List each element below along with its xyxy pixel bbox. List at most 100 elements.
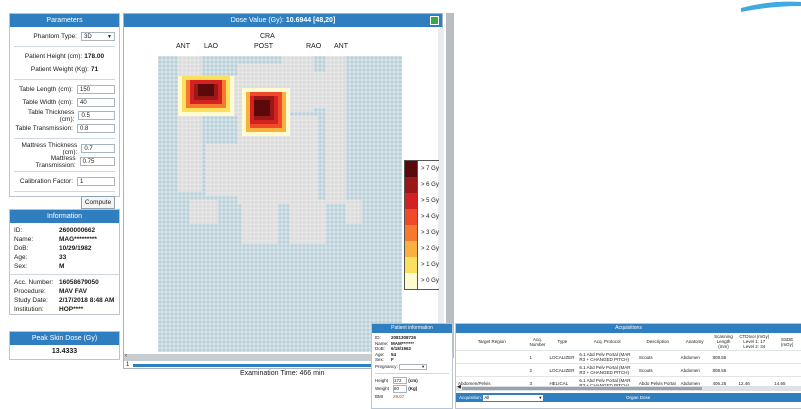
table-cell-protocol: 6.1 Abd Pelv Portal (MAR R3 + CHANGED PI… (577, 363, 637, 377)
pi-dob-value: 6/18/1962 (391, 346, 412, 351)
pi-height-label: Height (375, 377, 389, 383)
patient-info-title: Patient information (372, 324, 452, 333)
info-sex-label: Sex: (14, 263, 28, 270)
table-thickness-input[interactable]: 0.5 (78, 111, 115, 120)
col-acq-number[interactable]: Acq. Number (527, 333, 548, 351)
pregnancy-select[interactable]: ▼ (399, 363, 428, 370)
table-length-row: Table Length (cm): 150 (14, 84, 115, 95)
legend-swatch (404, 273, 418, 289)
col-description[interactable]: Description (636, 333, 679, 351)
col-type[interactable]: Type (547, 333, 578, 351)
info-dob-label: DoB: (14, 245, 29, 252)
horizontal-scrollbar[interactable]: ‹ (124, 353, 444, 361)
mattress-transmission-input[interactable]: 0.75 (79, 157, 115, 166)
col-ssde[interactable]: SSDE (mGy) (772, 333, 801, 351)
info-age-label: Age: (14, 254, 28, 261)
info-id-label: ID: (14, 227, 23, 234)
acquisitions-table: Target Region Acq. Number Type Acq. Prot… (456, 333, 801, 390)
legend-label: > 7 Gy (421, 166, 439, 172)
pi-weight-label: Weight (375, 386, 389, 391)
patient-height-label: Patient Height (cm): (24, 53, 83, 60)
table-width-input[interactable]: 40 (77, 98, 115, 107)
mattress-transmission-row: Mattress Transmission: 0.75 (14, 154, 115, 169)
col-target-region[interactable]: Target Region (456, 333, 528, 351)
pi-id: ID: 2081308726 (375, 335, 449, 341)
compute-button[interactable]: Compute (81, 196, 115, 209)
dose-scroll-value: 1 (126, 362, 130, 368)
mattress-thickness-label: Mattress Thickness (cm): (21, 141, 78, 156)
table-cell-protocol: 6.1 Abd Pelv Portal (MAR R3 + CHANGED PI… (577, 350, 637, 364)
table-transmission-input[interactable]: 0.8 (77, 124, 115, 133)
info-procedure-value: MAV FAV (59, 288, 87, 295)
phantom-type-select[interactable]: 3D ▼ (81, 32, 115, 41)
pi-weight: Weight 80 (Kg) (375, 385, 449, 393)
acq-footer: Acquisition: All ▼ Organ Dose (456, 393, 801, 402)
map-side-scrollbar[interactable] (446, 13, 454, 358)
col-ctdivol[interactable]: CTDIvol (mGy) Level 1: 17 Level 2: 34 (736, 333, 773, 351)
mattress-thickness-row: Mattress Thickness (cm): 0.7 (14, 141, 115, 156)
info-name-value: MAG********* (59, 236, 97, 243)
info-age-value: 33 (59, 254, 67, 261)
table-width-label: Table Width (cm): (22, 99, 73, 106)
col-anatomy[interactable]: Anatomy (678, 333, 711, 351)
pi-name: Name: MAM******* (375, 341, 449, 347)
table-length-input[interactable]: 150 (77, 85, 115, 94)
calibration-input[interactable]: 1 (77, 177, 115, 186)
legend-label: > 4 Gy (421, 214, 439, 220)
orient-ant-right: ANT (334, 43, 348, 50)
table-row[interactable]: 1 LOCALIZER 6.1 Abd Pelv Portal (MAR R3 + … (456, 350, 801, 364)
vertical-scrollbar[interactable] (438, 28, 444, 354)
dose-legend: > 7 Gy > 6 Gy > 5 Gy > 4 Gy > 3 Gy > 2 Gy > 1 … (404, 160, 439, 290)
table-cell-region (456, 350, 528, 364)
acq-horizontal-scrollbar[interactable]: ◀ (456, 384, 801, 391)
mattress-thickness-input[interactable]: 0.7 (81, 144, 115, 153)
table-row[interactable]: 2 LOCALIZER 6.1 Abd Pelv Portal (MAR R3 + … (456, 363, 801, 377)
legend-swatch (404, 225, 418, 241)
divider (14, 138, 115, 139)
pi-name-label: Name: (375, 340, 389, 346)
scroll-left-icon[interactable]: ◀ (457, 384, 461, 390)
table-cell-type: LOCALIZER (547, 363, 578, 377)
pi-age-value: 54 (391, 351, 397, 357)
pi-age-label: Age: (375, 351, 385, 357)
legend-item: > 0 Gy (404, 273, 439, 289)
parameters-panel: Parameters Phantom Type: 3D ▼ Patient He… (9, 13, 120, 209)
table-cell-ctdi (736, 363, 773, 377)
orient-rao: RAO (306, 43, 322, 50)
table-cell-length: 808.55 (710, 350, 737, 364)
pi-bmi-label: BMI (375, 393, 384, 399)
table-cell-num: 2 (527, 363, 548, 377)
export-icon[interactable] (430, 16, 439, 25)
pi-weight-input[interactable]: 80 (393, 385, 407, 393)
divider (14, 171, 115, 172)
divider (14, 79, 115, 80)
col-scanning-length[interactable]: Scanning Length (mm) (710, 333, 737, 351)
info-study-date-value: 2/17/2018 8:48 AM (59, 297, 115, 304)
pi-height-input[interactable]: 172 (393, 376, 407, 384)
peak-dose-title: Peak Skin Dose (Gy) (10, 332, 119, 345)
info-name-label: Name: (14, 236, 34, 243)
acquisitions-title: Acquisitions (456, 324, 801, 333)
table-thickness-label: Table Thickness (cm): (27, 108, 75, 123)
pi-id-label: ID: (375, 335, 381, 340)
table-cell-length: 808.55 (710, 363, 737, 377)
acq-filter-select[interactable]: All ▼ (483, 394, 544, 401)
hotspot-center (242, 88, 290, 136)
scrollbar-thumb[interactable] (462, 387, 702, 390)
dose-map-grid[interactable] (158, 56, 402, 354)
mattress-transmission-label: Mattress Transmission: (35, 154, 76, 169)
col-acq-protocol[interactable]: Acq. Protocol (577, 333, 637, 351)
pi-bmi: BMI 29.07 (375, 394, 449, 400)
examination-time: Examination Time: 466 min (240, 370, 325, 377)
legend-item: > 3 Gy (404, 225, 439, 241)
pi-sex-value: F (391, 357, 394, 362)
acq-filter-label: Acquisition: (459, 395, 483, 400)
legend-label: > 2 Gy (421, 246, 439, 252)
info-procedure-label: Procedure: (14, 288, 46, 295)
scroll-left-icon[interactable]: ‹ (125, 353, 127, 359)
info-institution: Institution: HOP**** (10, 305, 119, 314)
info-id-value: 2600000662 (59, 227, 96, 234)
table-width-row: Table Width (cm): 40 (14, 97, 115, 108)
info-sex: Sex: M (10, 262, 119, 271)
acq-filter-value: All (484, 394, 490, 400)
